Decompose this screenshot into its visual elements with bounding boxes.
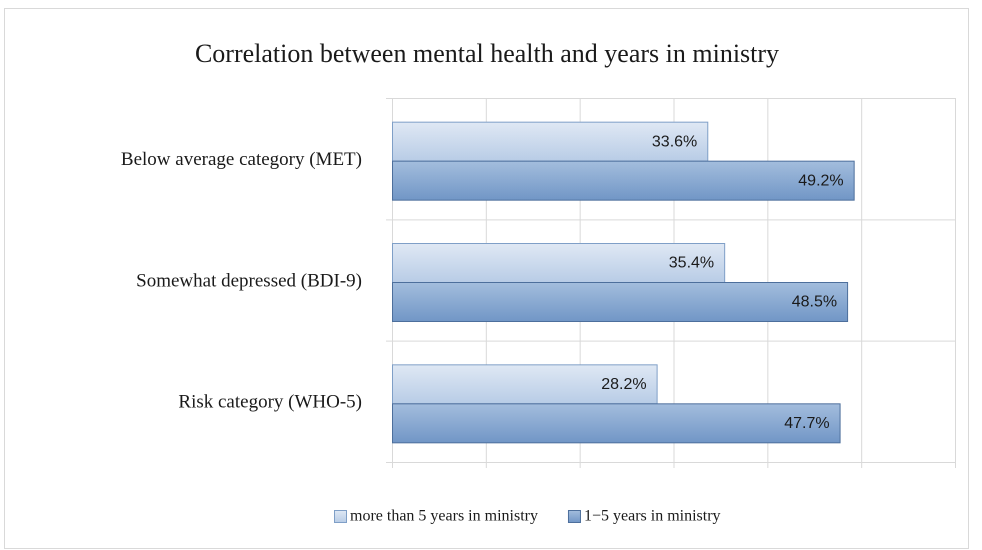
legend-swatch: [334, 510, 347, 523]
bar: [392, 282, 849, 322]
legend-swatch: [567, 510, 581, 523]
data-label: 49.2%: [798, 172, 843, 189]
legend-label: more than 5 years in ministry: [350, 508, 538, 525]
data-label: 33.6%: [652, 133, 697, 150]
bar: [392, 160, 855, 201]
bar: [392, 243, 726, 283]
chart-title: Correlation between mental health and ye…: [195, 39, 779, 68]
bar: [392, 403, 841, 444]
category-label: Below average category (MET): [121, 149, 362, 170]
data-label: 28.2%: [601, 376, 646, 393]
data-label: 35.4%: [669, 255, 714, 272]
category-label: Risk category (WHO-5): [178, 392, 362, 413]
data-label: 47.7%: [784, 415, 829, 432]
legend-label: 1−5 years in ministry: [584, 508, 721, 525]
data-label: 48.5%: [792, 294, 837, 311]
bar: [392, 364, 658, 405]
category-label: Somewhat depressed (BDI-9): [136, 270, 362, 291]
bar: [392, 121, 709, 162]
